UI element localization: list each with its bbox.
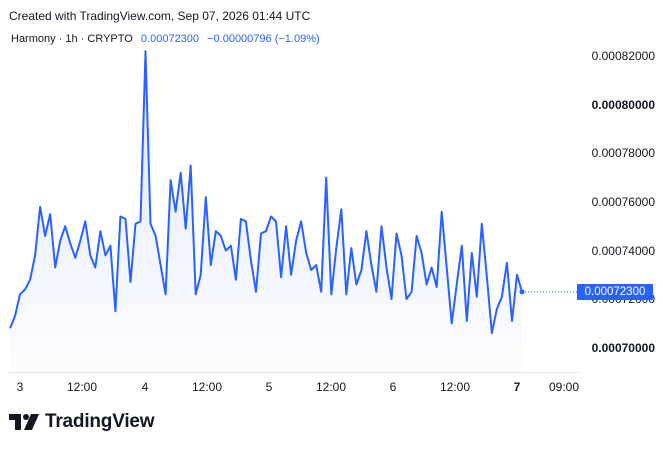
x-tick-label: 7 [513, 380, 521, 394]
y-tick-label: 0.00082000 [591, 49, 655, 64]
chart-legend[interactable]: Harmony · 1h · CRYPTO 0.00072300 −0.0000… [11, 33, 320, 45]
x-tick-label: 12:00 [66, 380, 98, 394]
legend-last-value: 0.00072300 [140, 33, 200, 45]
y-tick-label: 0.00070000 [591, 340, 655, 355]
x-tick-label: 12:00 [439, 380, 471, 394]
time-axis[interactable]: 3 12:00 4 12:00 5 12:00 6 12:00 7 09:00 [8, 372, 579, 399]
x-tick-label: 12:00 [191, 380, 223, 394]
created-with-caption: Created with TradingView.com, Sep 07, 20… [9, 9, 311, 23]
x-tick-label: 5 [265, 380, 273, 394]
y-tick-label: 0.00076000 [591, 194, 655, 209]
price-series-line [9, 50, 523, 335]
price-axis[interactable]: 0.000700000.000720000.000740000.00076000… [579, 27, 663, 372]
x-tick-label: 12:00 [315, 380, 347, 394]
price-area-fill [10, 51, 522, 372]
tradingview-wordmark: TradingView [45, 411, 155, 432]
y-tick-label: 0.00074000 [591, 243, 655, 258]
x-tick-label: 6 [389, 380, 397, 394]
last-price-tag: 0.00072300 [577, 283, 653, 300]
legend-change: −0.00000796 (−1.09%) [207, 33, 320, 45]
y-tick-label: 0.00080000 [591, 97, 655, 112]
tradingview-logo[interactable]: TradingView [9, 411, 155, 433]
chart-pane[interactable] [8, 27, 579, 372]
x-tick-label: 09:00 [548, 380, 580, 394]
legend-symbol: Harmony · 1h · CRYPTO [11, 33, 133, 45]
y-tick-label: 0.00078000 [591, 146, 655, 161]
x-tick-label: 4 [141, 380, 149, 394]
x-tick-label: 3 [16, 380, 24, 394]
tradingview-logo-icon [9, 414, 39, 430]
price-chart [9, 50, 579, 372]
